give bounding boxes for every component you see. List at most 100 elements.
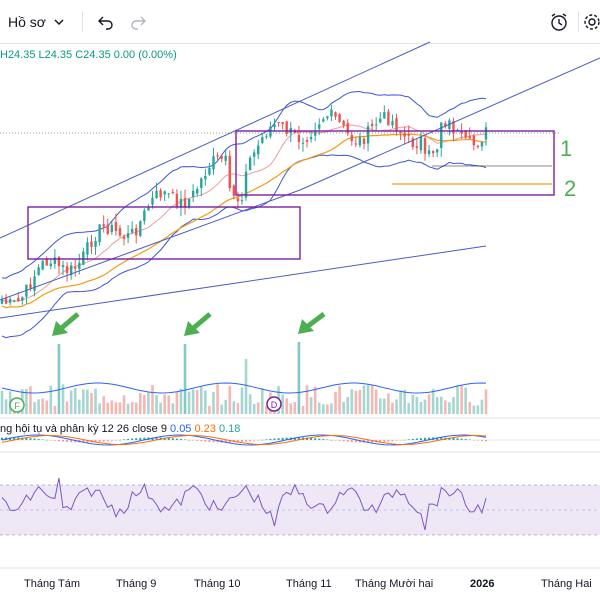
volume-bar (484, 389, 488, 414)
macd-histogram-bar (155, 437, 158, 440)
macd-histogram-bar (322, 439, 325, 440)
candle-body (452, 121, 455, 134)
macd-histogram-bar (285, 437, 288, 440)
bollinger-lower (1, 154, 487, 339)
candle-body (468, 136, 471, 139)
candle-body (126, 233, 130, 238)
volume-bar (29, 386, 32, 414)
candle-body (114, 222, 118, 232)
volume-bar (151, 385, 154, 414)
volume-bar (114, 402, 118, 414)
channel-line-lower (0, 245, 487, 319)
macd-histogram-bar (110, 440, 113, 441)
candle-body (110, 224, 114, 233)
volume-bar (155, 394, 158, 414)
macd-histogram-bar (253, 440, 256, 441)
candle-body (460, 131, 463, 134)
candle-body (423, 138, 427, 154)
volume-bar (138, 393, 142, 414)
candle-body (399, 131, 402, 134)
candle-body (163, 191, 166, 195)
volume-bar (61, 384, 65, 414)
macd-histogram-bar (269, 438, 272, 440)
pointer-arrow-head (298, 319, 314, 334)
macd-value: 0.05 (170, 423, 192, 435)
macd-histogram-bar (480, 440, 483, 441)
volume-bar (134, 402, 138, 414)
macd-histogram-bar (45, 439, 48, 441)
profile-label: Hồ sơ (8, 14, 46, 30)
macd-histogram-bar (403, 439, 406, 441)
macd-histogram-bar (326, 439, 329, 440)
macd-histogram-bar (200, 440, 203, 442)
redo-button[interactable] (128, 10, 148, 34)
volume-bar (472, 405, 476, 414)
candle-body (419, 136, 423, 151)
candle-body (297, 134, 301, 142)
volume-bar (370, 385, 374, 414)
volume-bar (82, 389, 85, 414)
channel-line-mid (299, 57, 600, 191)
macd-histogram-bar (163, 437, 166, 440)
candle-body (265, 136, 268, 138)
earnings-badge-label: F (14, 401, 20, 411)
macd-histogram-bar (228, 440, 231, 443)
candle-body (45, 259, 48, 266)
alert-button[interactable] (548, 10, 570, 34)
macd-histogram-bar (114, 440, 117, 441)
volume-bar (204, 390, 207, 414)
macd-histogram-bar (106, 440, 109, 442)
macd-histogram-bar (476, 440, 479, 441)
macd-histogram-bar (82, 440, 85, 443)
redo-icon (131, 16, 146, 30)
candle-body (236, 198, 240, 202)
macd-histogram-bar (29, 438, 32, 440)
macd-histogram-bar (297, 437, 300, 440)
candle-body (387, 111, 390, 126)
volume-bar (293, 402, 297, 414)
macd-histogram-bar (139, 437, 142, 440)
pointer-arrow-head (52, 321, 68, 336)
top-toolbar: Hồ sơ (0, 0, 600, 44)
candle-body (252, 152, 256, 157)
macd-histogram-bar (184, 439, 187, 440)
volume-bar (407, 403, 411, 414)
macd-histogram-bar (383, 440, 386, 442)
undo-button[interactable] (96, 10, 116, 34)
profile-dropdown[interactable]: Hồ sơ (8, 10, 66, 34)
candle-body (41, 260, 44, 270)
settings-button[interactable] (582, 10, 600, 34)
volume-bar (122, 395, 126, 414)
volume-bar (399, 390, 402, 414)
consolidation-box (235, 130, 555, 196)
volume-bar (354, 390, 358, 414)
macd-histogram-bar (57, 440, 60, 442)
volume-bar (330, 403, 333, 414)
macd-histogram-bar (98, 440, 101, 442)
volume-bar (37, 399, 40, 414)
macd-histogram-bar (318, 438, 321, 440)
x-tick-label: Tháng Mười hai (355, 578, 434, 590)
candle-body (167, 193, 170, 195)
candle-body (4, 298, 8, 304)
candle-body (427, 150, 431, 155)
macd-histogram-bar (407, 439, 410, 440)
macd-histogram-bar (342, 440, 345, 442)
candle-body (431, 151, 435, 154)
volume-bar (208, 405, 211, 414)
volume-bar (94, 388, 97, 414)
volume-bar (317, 402, 321, 414)
macd-histogram-bar (346, 440, 349, 442)
volume-bar (338, 385, 341, 414)
candle-body (244, 171, 248, 198)
candle-body (183, 198, 187, 208)
macd-histogram-bar (123, 439, 126, 440)
candle-body (37, 267, 40, 276)
candle-body (57, 256, 61, 267)
candle-body (480, 142, 484, 147)
volume-bar (265, 405, 268, 414)
candle-body (224, 155, 227, 161)
volume-bar (73, 388, 77, 414)
candle-body (118, 228, 122, 236)
